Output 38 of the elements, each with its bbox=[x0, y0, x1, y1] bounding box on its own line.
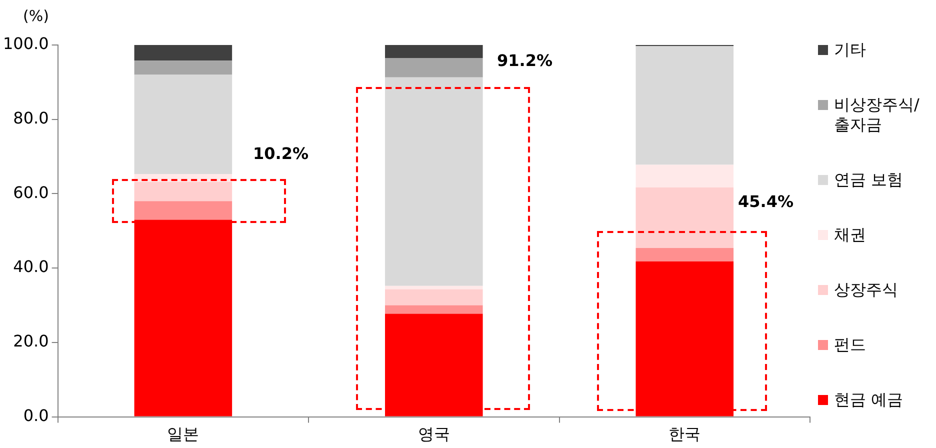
bar bbox=[134, 74, 232, 174]
annotation: 91.2% bbox=[497, 51, 553, 70]
bar bbox=[134, 182, 232, 202]
x-tick-label: 일본 bbox=[167, 424, 200, 444]
bar bbox=[636, 46, 734, 165]
legend-label: 기타 bbox=[834, 40, 866, 60]
legend-label: 연금 보험 bbox=[834, 170, 904, 190]
bar bbox=[636, 261, 734, 416]
y-tick-label: 20.0 bbox=[13, 332, 49, 351]
bar bbox=[385, 45, 483, 58]
bar bbox=[385, 58, 483, 78]
y-tick-label: 40.0 bbox=[13, 257, 49, 276]
bar bbox=[385, 305, 483, 314]
bar bbox=[134, 60, 232, 75]
bar bbox=[134, 220, 232, 416]
bar bbox=[385, 286, 483, 290]
y-tick-label: 60.0 bbox=[13, 182, 49, 202]
legend-label: 현금 예금 bbox=[834, 390, 904, 410]
y-axis-title: (%) bbox=[23, 6, 49, 25]
x-tick-label: 영국 bbox=[418, 424, 450, 444]
x-tick-label: 한국 bbox=[668, 424, 701, 444]
bar bbox=[636, 164, 734, 188]
legend-label: 채권 bbox=[834, 225, 866, 245]
annotation: 45.4% bbox=[738, 192, 794, 212]
bar bbox=[636, 248, 734, 262]
legend-label: 펀드 bbox=[834, 335, 866, 355]
y-tick-label: 80.0 bbox=[13, 108, 49, 128]
bar bbox=[134, 45, 232, 61]
bar bbox=[385, 77, 483, 286]
legend-label: 비상장주식/출자금 bbox=[834, 95, 920, 135]
legend-label: 상장주식 bbox=[834, 280, 898, 300]
bar bbox=[134, 201, 232, 220]
bar bbox=[636, 187, 734, 248]
bar bbox=[385, 289, 483, 306]
y-tick-label: 0.0 bbox=[23, 406, 49, 425]
annotation: 10.2% bbox=[253, 144, 309, 164]
y-tick-label: 100.0 bbox=[2, 34, 49, 54]
bar bbox=[385, 314, 483, 416]
